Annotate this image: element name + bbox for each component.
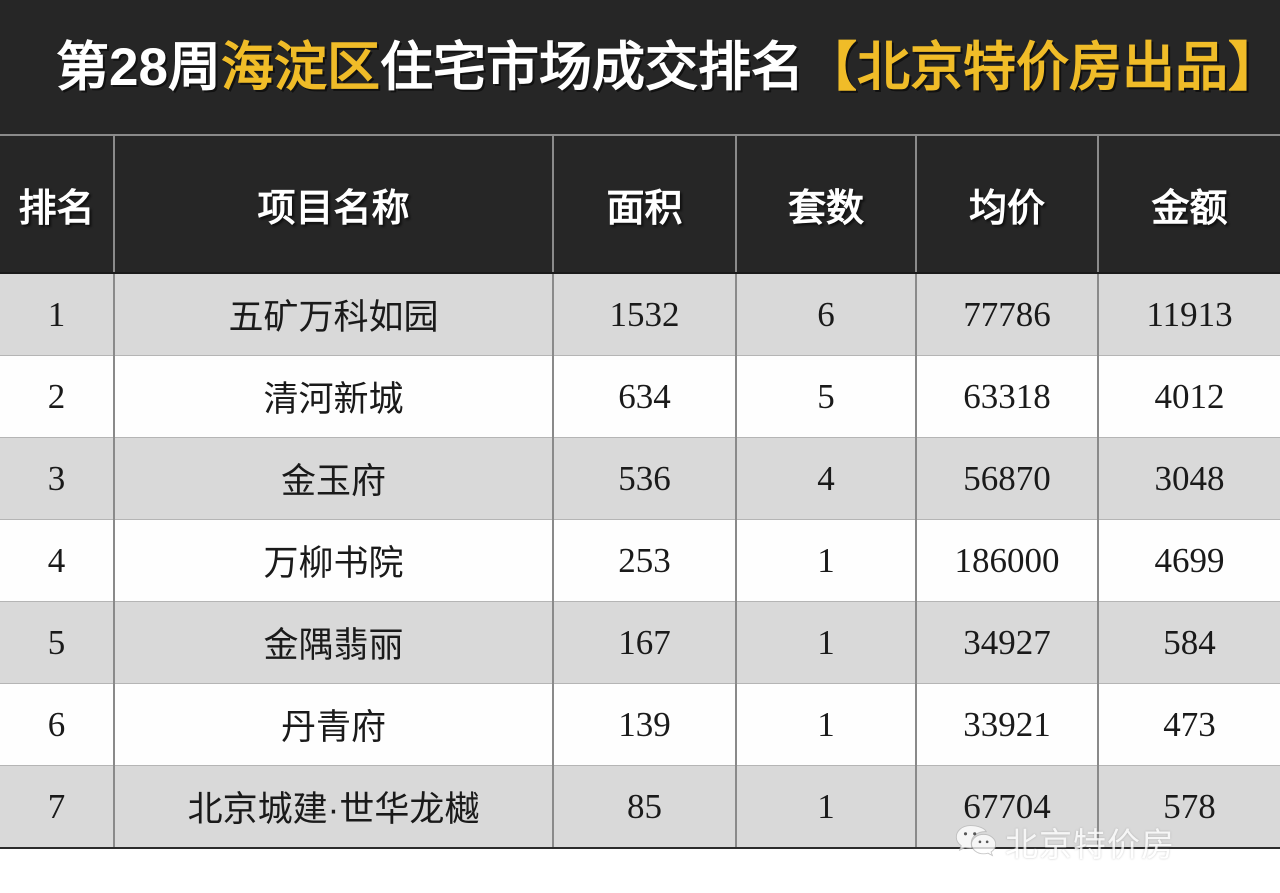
cell-rank: 4: [0, 519, 115, 602]
column-header-area: 面积: [553, 136, 737, 274]
cell-rank: 3: [0, 437, 115, 520]
table-row: 4 万柳书院 253 1 186000 4699: [0, 519, 1280, 602]
cell-units: 1: [736, 519, 917, 602]
cell-area: 536: [553, 437, 737, 520]
cell-rank: 1: [0, 273, 115, 356]
cell-rank: 6: [0, 683, 115, 766]
title-banner: 第28周海淀区住宅市场成交排名【北京特价房出品】: [0, 0, 1280, 136]
cell-amount: 11913: [1098, 273, 1280, 356]
cell-amount: 473: [1098, 683, 1280, 766]
cell-units: 6: [736, 273, 917, 356]
title-subject-segment: 住宅市场成交排名: [379, 37, 804, 97]
cell-units: 1: [736, 765, 917, 849]
cell-amount: 584: [1098, 601, 1280, 684]
cell-rank: 2: [0, 355, 115, 438]
table-header-row: 排名 项目名称 面积 套数 均价 金额: [0, 136, 1280, 274]
cell-price: 33921: [916, 683, 1099, 766]
cell-price: 186000: [916, 519, 1099, 602]
cell-area: 85: [553, 765, 737, 849]
table-row: 1 五矿万科如园 1532 6 77786 11913: [0, 273, 1280, 356]
cell-amount: 3048: [1098, 437, 1280, 520]
cell-amount: 4012: [1098, 355, 1280, 438]
cell-units: 5: [736, 355, 917, 438]
cell-area: 167: [553, 601, 737, 684]
cell-price: 56870: [916, 437, 1099, 520]
page-title: 第28周海淀区住宅市场成交排名【北京特价房出品】: [56, 41, 1280, 94]
cell-name: 北京城建·世华龙樾: [114, 765, 554, 849]
cell-name: 金隅翡丽: [114, 601, 554, 684]
cell-name: 五矿万科如园: [114, 273, 554, 356]
cell-name: 万柳书院: [114, 519, 554, 602]
cell-rank: 7: [0, 765, 115, 849]
cell-price: 67704: [916, 765, 1099, 849]
title-week-segment: 第28周: [56, 37, 221, 97]
cell-amount: 4699: [1098, 519, 1280, 602]
cell-area: 634: [553, 355, 737, 438]
column-header-units: 套数: [736, 136, 917, 274]
column-header-name: 项目名称: [114, 136, 554, 274]
cell-price: 63318: [916, 355, 1099, 438]
cell-name: 丹青府: [114, 683, 554, 766]
column-header-amount: 金额: [1098, 136, 1280, 274]
table-row: 3 金玉府 536 4 56870 3048: [0, 437, 1280, 520]
cell-area: 253: [553, 519, 737, 602]
column-header-rank: 排名: [0, 136, 115, 274]
cell-units: 1: [736, 601, 917, 684]
ranking-table: 排名 项目名称 面积 套数 均价 金额 1 五矿万科如园 1532 6 7778…: [0, 136, 1280, 849]
table-header: 排名 项目名称 面积 套数 均价 金额: [0, 136, 1280, 274]
title-district-segment: 海淀区: [220, 37, 380, 97]
cell-name: 清河新城: [114, 355, 554, 438]
cell-name: 金玉府: [114, 437, 554, 520]
cell-units: 4: [736, 437, 917, 520]
cell-price: 34927: [916, 601, 1099, 684]
cell-amount: 578: [1098, 765, 1280, 849]
cell-area: 139: [553, 683, 737, 766]
cell-rank: 5: [0, 601, 115, 684]
table-row: 2 清河新城 634 5 63318 4012: [0, 355, 1280, 438]
title-publisher-segment: 【北京特价房出品】: [803, 37, 1280, 97]
cell-units: 1: [736, 683, 917, 766]
cell-price: 77786: [916, 273, 1099, 356]
cell-area: 1532: [553, 273, 737, 356]
table-body: 1 五矿万科如园 1532 6 77786 11913 2 清河新城 634 5…: [0, 273, 1280, 849]
column-header-price: 均价: [916, 136, 1099, 274]
table-row: 7 北京城建·世华龙樾 85 1 67704 578: [0, 765, 1280, 849]
table-row: 6 丹青府 139 1 33921 473: [0, 683, 1280, 766]
table-row: 5 金隅翡丽 167 1 34927 584: [0, 601, 1280, 684]
